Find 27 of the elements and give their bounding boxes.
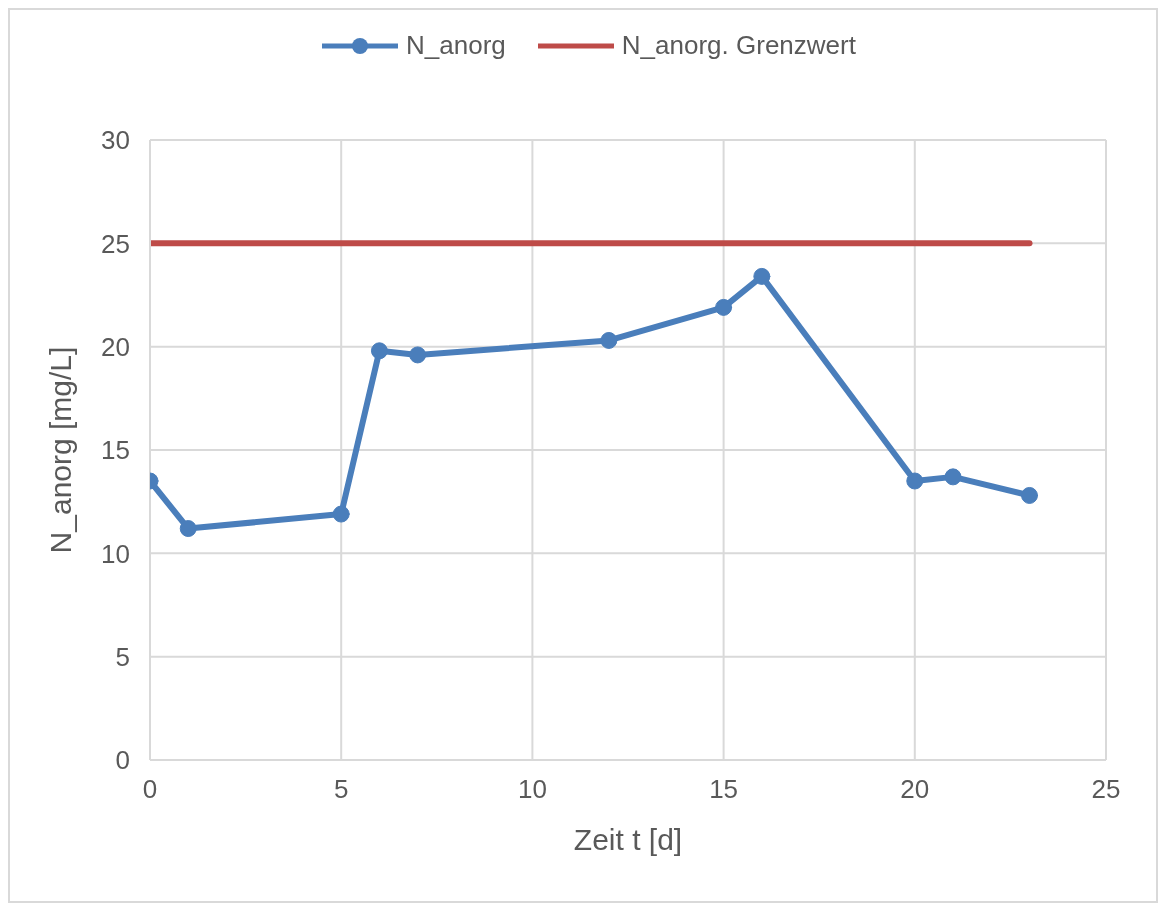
x-tick-label: 5 — [333, 774, 349, 805]
y-tick-label: 20 — [101, 331, 130, 362]
point — [600, 331, 618, 349]
x-tick-label: 10 — [517, 774, 547, 805]
point — [370, 342, 388, 360]
x-tick-label: 20 — [900, 774, 930, 805]
y-tick-label: 5 — [115, 641, 130, 672]
point — [906, 472, 924, 490]
y-tick-label: 30 — [101, 125, 130, 156]
legend-label: N_anorg — [406, 30, 506, 61]
y-tick-label: 0 — [115, 745, 130, 776]
x-tick-label: 0 — [142, 774, 158, 805]
y-tick-label: 25 — [101, 228, 130, 259]
point — [179, 520, 197, 538]
x-tick-label: 15 — [709, 774, 739, 805]
point — [409, 346, 427, 364]
point — [332, 505, 350, 523]
y-tick-label: 10 — [101, 538, 130, 569]
x-axis-title: Zeit t [d] — [573, 823, 683, 856]
x-tick-label: 25 — [1091, 774, 1121, 805]
y-axis-title: N_anorg [mg/L] — [43, 346, 77, 554]
point — [715, 298, 733, 316]
point — [753, 267, 771, 285]
point — [944, 468, 962, 486]
y-tick-label: 15 — [101, 435, 130, 466]
point — [1021, 486, 1039, 504]
legend-label: N_anorg. Grenzwert — [621, 30, 856, 61]
